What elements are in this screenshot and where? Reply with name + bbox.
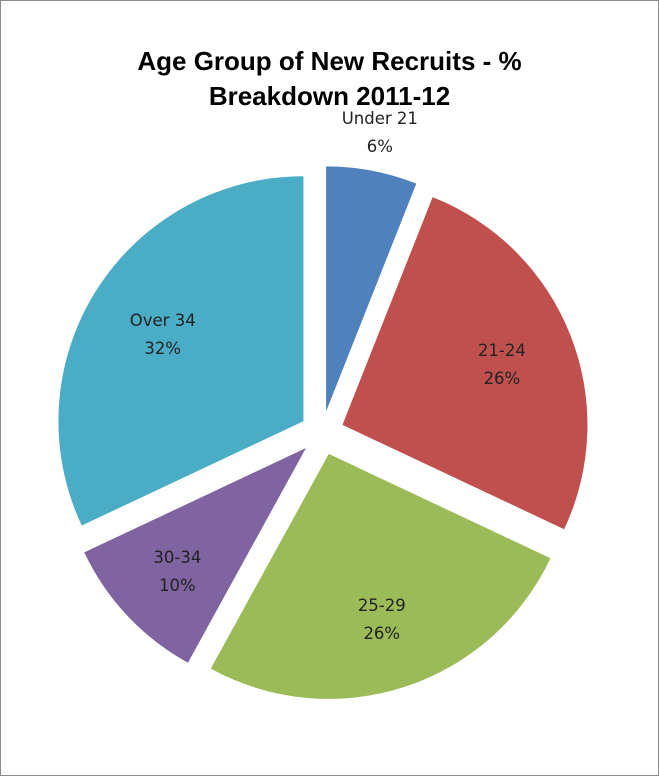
slice-label-name: 25-29 xyxy=(358,596,406,615)
slice-label-name: 21-24 xyxy=(478,341,526,360)
chart-title: Age Group of New Recruits - % Breakdown … xyxy=(0,44,659,114)
slice-label: Under 21 6% xyxy=(342,109,418,156)
slice-label-name: 30-34 xyxy=(153,548,201,567)
slice-label: 30-34 10% xyxy=(153,548,201,595)
pie-slice-over-34 xyxy=(58,176,304,526)
chart-title-line-2: Breakdown 2011-12 xyxy=(208,81,451,111)
chart-title-line-1: Age Group of New Recruits - % xyxy=(137,46,522,76)
slice-label-percent: 26% xyxy=(484,369,521,388)
slice-label-percent: 10% xyxy=(159,576,196,595)
slice-label-percent: 32% xyxy=(144,339,181,358)
pie-slice-under-21 xyxy=(326,166,417,412)
slice-label-percent: 26% xyxy=(363,624,400,643)
slice-label: Over 34 32% xyxy=(130,311,196,358)
slice-label-name: Over 34 xyxy=(130,311,196,330)
slice-label: 21-24 26% xyxy=(478,341,526,388)
slice-label-name: Under 21 xyxy=(342,109,418,128)
pie-slice-25-29 xyxy=(210,453,551,699)
pie-slice-21-24 xyxy=(342,197,588,530)
pie-slice-30-34 xyxy=(84,448,306,663)
slice-label: 25-29 26% xyxy=(358,596,406,643)
slice-label-percent: 6% xyxy=(367,137,393,156)
